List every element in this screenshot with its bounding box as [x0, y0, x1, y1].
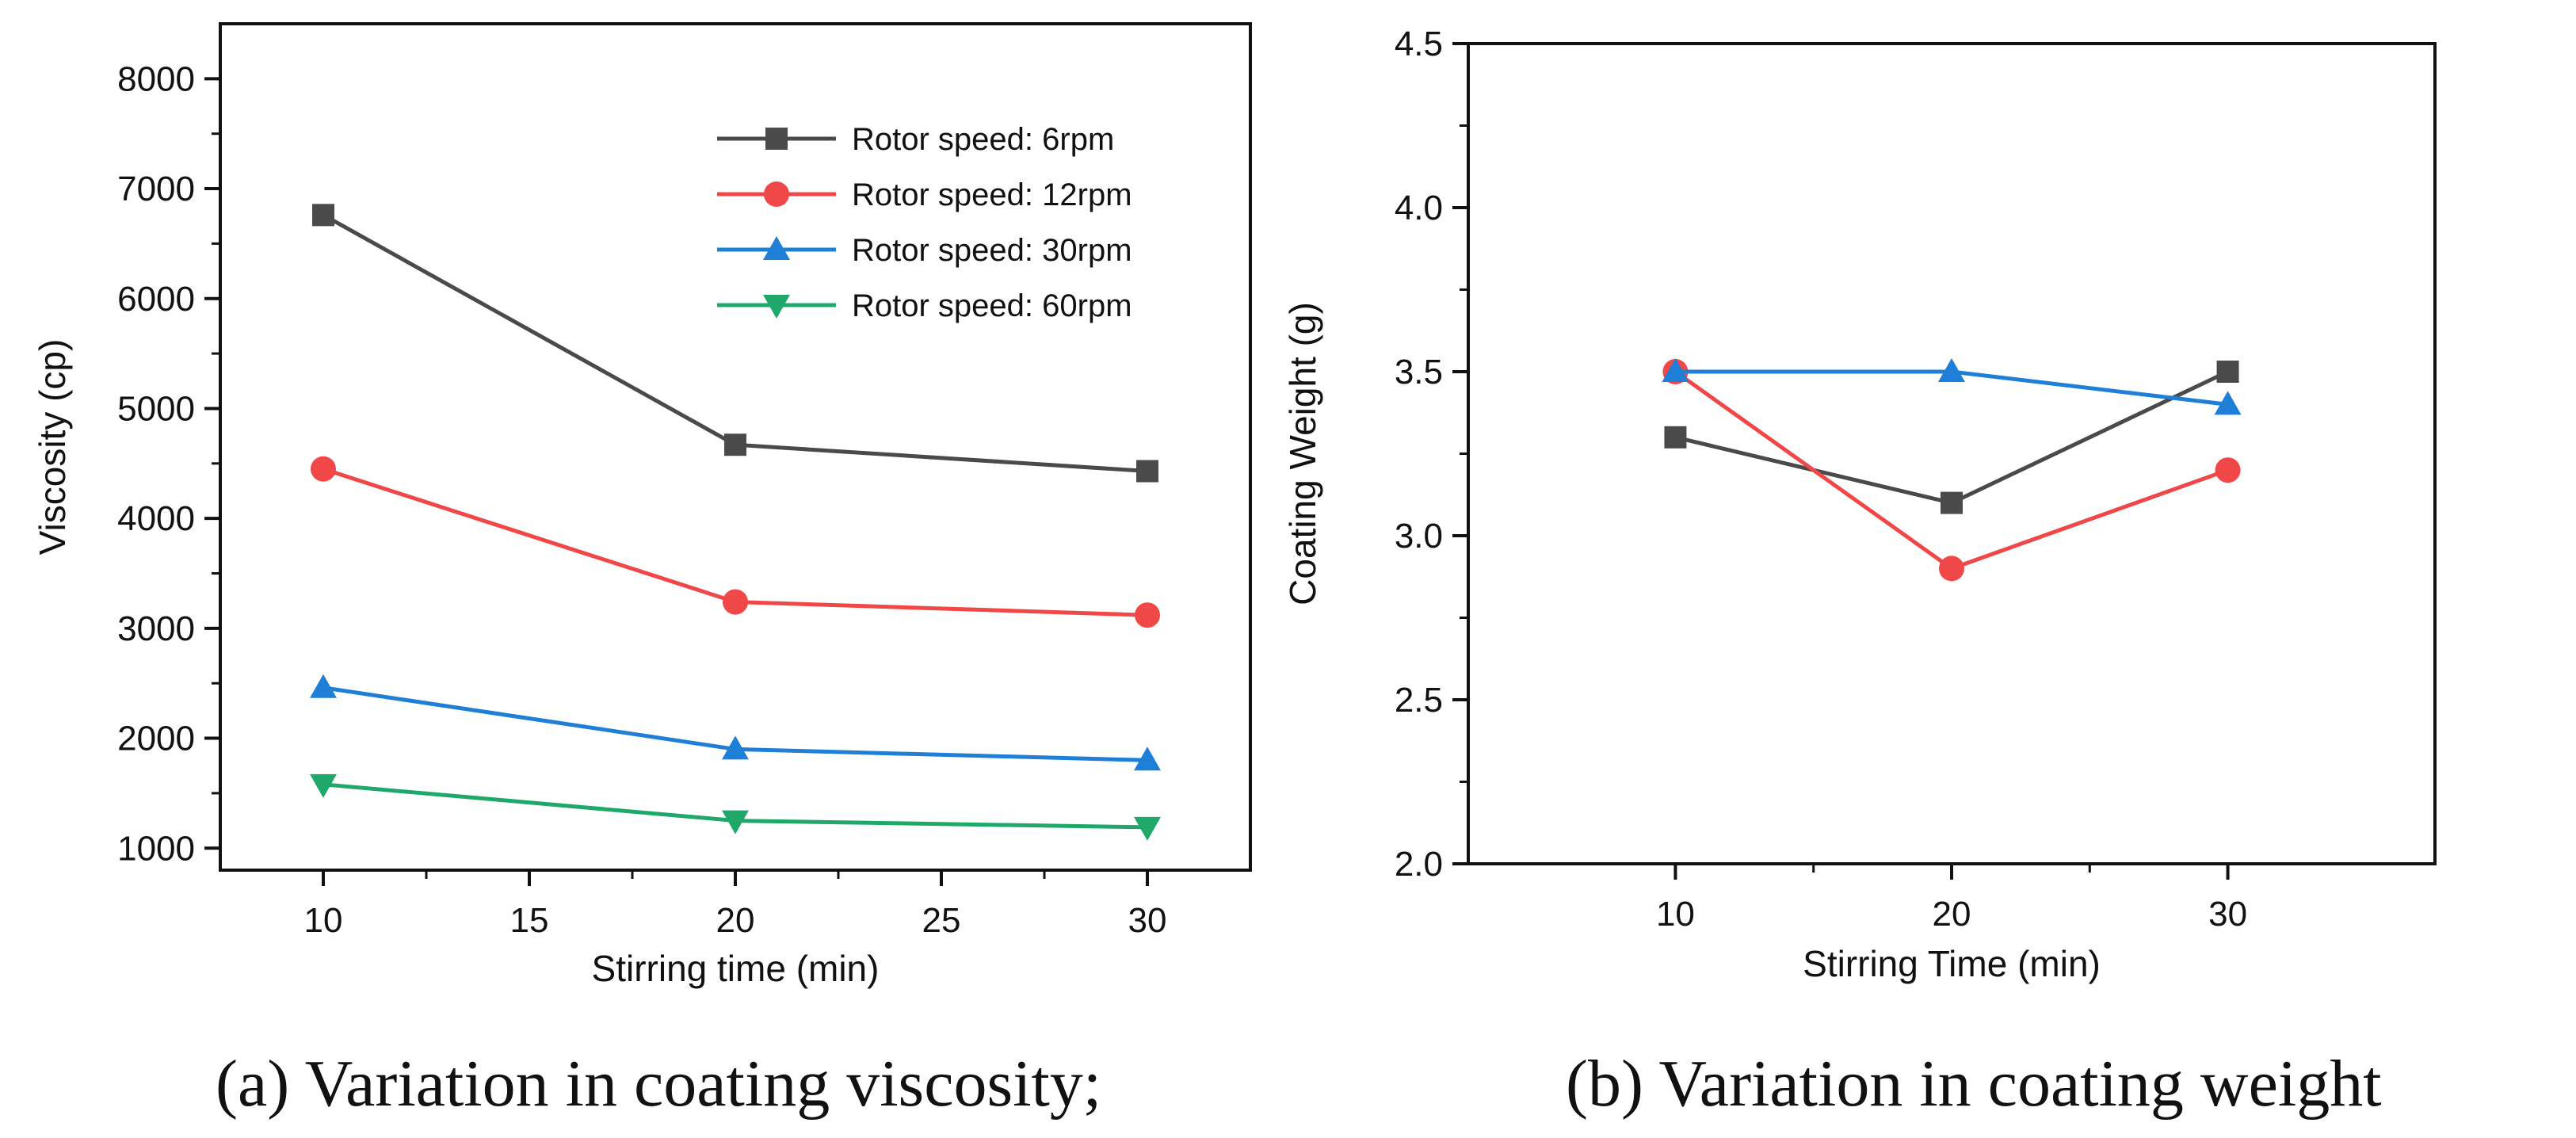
legend-marker [763, 295, 790, 319]
y-tick-label: 4.5 [1395, 25, 1443, 63]
data-point [724, 433, 746, 456]
data-point [1939, 556, 1964, 582]
data-point [1135, 602, 1160, 628]
data-point [2215, 457, 2241, 483]
x-tick-label: 20 [1933, 895, 1971, 934]
legend-marker [765, 128, 788, 150]
y-tick-label: 2000 [117, 720, 195, 758]
y-axis-label: Coating Weight (g) [1282, 302, 1323, 605]
y-tick-label: 5000 [117, 389, 195, 428]
data-point [311, 456, 336, 482]
legend-label: Rotor speed: 6rpm [852, 122, 1114, 157]
legend-marker [764, 181, 789, 207]
y-tick-label: 3.5 [1395, 353, 1443, 391]
data-point [1134, 816, 1161, 841]
x-tick-label: 20 [716, 901, 755, 940]
x-tick-label: 10 [1656, 895, 1695, 934]
x-tick-label: 25 [922, 901, 961, 940]
plot-frame-b [1467, 42, 2437, 865]
data-point [1662, 358, 1689, 382]
y-tick-label: 6000 [117, 280, 195, 319]
data-point [312, 204, 334, 227]
data-point [2214, 391, 2242, 415]
y-tick-label: 8000 [117, 59, 195, 98]
data-point [2216, 361, 2239, 383]
data-point [722, 735, 749, 760]
series-rotor-speed-12rpm [1662, 359, 2241, 582]
data-point [722, 810, 749, 834]
y-axis-label: Viscosity (cp) [32, 339, 73, 556]
legend: Rotor speed: 6rpm Rotor speed: 12rpm Rotor… [717, 122, 1132, 323]
legend-label: Rotor speed: 60rpm [852, 288, 1132, 323]
y-tick-label: 1000 [117, 829, 195, 868]
data-point [723, 589, 748, 615]
legend-label: Rotor speed: 30rpm [852, 233, 1132, 268]
x-axis-label: Stirring time (min) [592, 948, 880, 989]
data-point [1136, 460, 1158, 483]
series-rotor-speed-6rpm [1664, 361, 2239, 514]
y-tick-label: 4.0 [1395, 189, 1443, 227]
chart-panel-b: 10 20 30 2.0 2.5 3.0 3.5 4.0 4.5 Stirring Time (m… [1282, 25, 2437, 984]
y-tick-label: 3000 [117, 609, 195, 648]
caption-b: (b) Variation in coating weight [1566, 1047, 2382, 1121]
data-point [310, 773, 337, 798]
series-rotor-speed-6rpm [312, 204, 1158, 483]
series-rotor-speed-60rpm [310, 773, 1161, 841]
x-tick-label: 15 [510, 901, 549, 940]
caption-a: (a) Variation in coating viscosity; [216, 1047, 1101, 1121]
x-tick-label: 10 [304, 901, 343, 940]
x-axis-label: Stirring Time (min) [1803, 943, 2101, 984]
legend-marker [763, 236, 790, 260]
series-rotor-speed-12rpm [311, 456, 1160, 628]
data-point [1664, 426, 1687, 449]
series-line [1673, 369, 2229, 571]
chart-panel-a: 10 15 20 25 30 1000 2000 3000 4000 5000 6000 7000 80… [32, 22, 1252, 989]
legend-label: Rotor speed: 12rpm [852, 178, 1132, 212]
y-tick-label: 2.5 [1395, 681, 1443, 720]
data-point [1938, 358, 1965, 382]
y-tick-label: 4000 [117, 499, 195, 538]
y-tick-label: 7000 [117, 170, 195, 208]
x-tick-label: 30 [1128, 901, 1167, 940]
series-rotor-speed-30rpm [1662, 358, 2242, 415]
x-tick-label: 30 [2208, 895, 2247, 934]
series-rotor-speed-30rpm [310, 674, 1161, 771]
data-point [1941, 491, 1963, 514]
series-line [1674, 369, 2229, 506]
y-tick-label: 3.0 [1395, 517, 1443, 556]
data-point [310, 674, 337, 698]
y-tick-label: 2.0 [1395, 845, 1443, 884]
data-point [1134, 747, 1161, 771]
